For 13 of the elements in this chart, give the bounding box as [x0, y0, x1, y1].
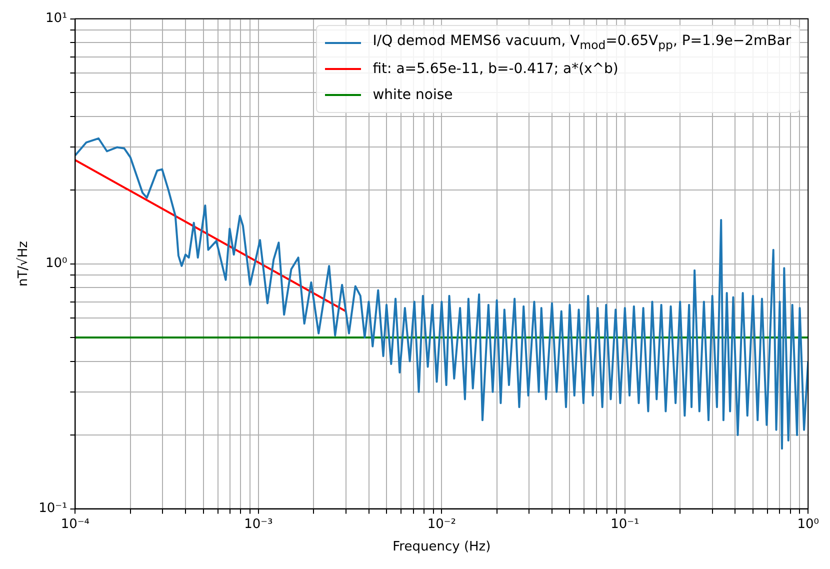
- x-tick-label: 10⁰: [797, 516, 820, 532]
- legend-label: I/Q demod MEMS6 vacuum, V$_{mod}$=0.65V$_{pp}$, P=1.9e−2mBar: [372, 33, 792, 52]
- y-axis-title: nT/√Hz: [16, 240, 32, 287]
- x-axis-title: Frequency (Hz): [392, 540, 491, 555]
- y-tick-label: 10⁻¹: [38, 501, 68, 516]
- x-tick-label: 10⁻³: [244, 516, 273, 532]
- x-tick-label: 10⁻⁴: [60, 516, 90, 532]
- x-tick-label: 10⁻²: [427, 516, 456, 532]
- x-tick-label: 10⁻¹: [610, 516, 640, 532]
- y-tick-label: 10¹: [45, 11, 68, 26]
- legend-label: white noise: [372, 86, 453, 103]
- legend-label: fit: a=5.65e-11, b=-0.417; a*(x^b): [372, 60, 618, 77]
- y-tick-label: 10⁰: [45, 256, 68, 272]
